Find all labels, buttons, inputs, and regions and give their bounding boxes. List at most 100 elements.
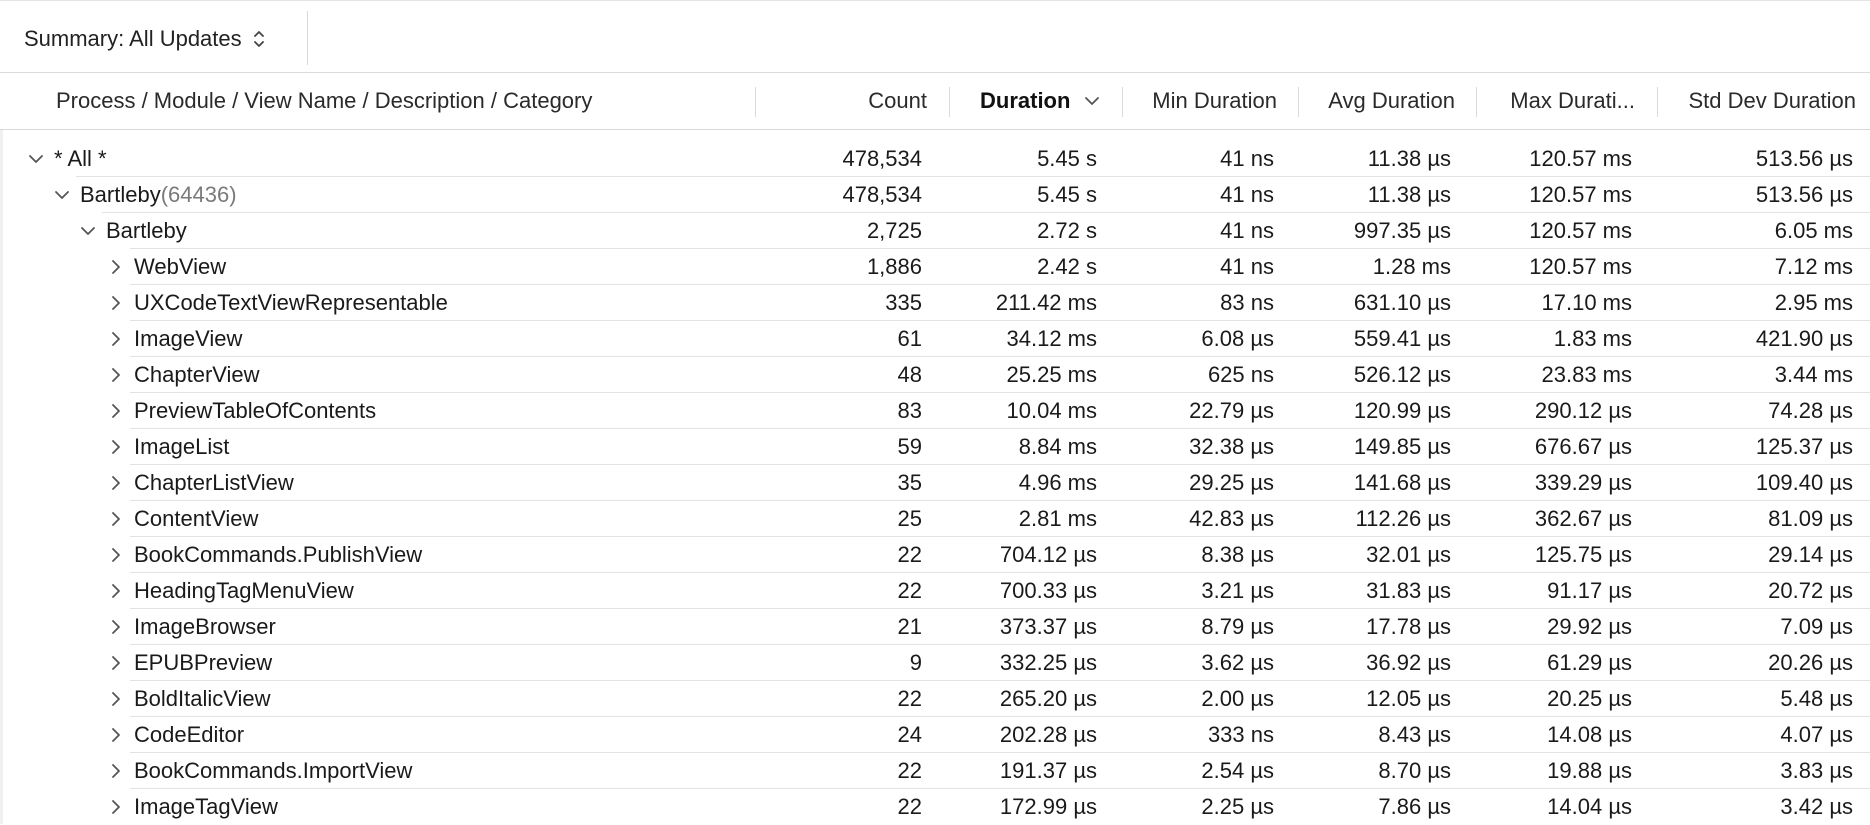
- row-name: ContentView: [134, 506, 259, 531]
- min-duration-cell: 625 ns: [1207, 362, 1274, 387]
- std-dev-duration-cell: 7.12 ms: [1774, 254, 1853, 279]
- avg-duration-cell: 526.12 µs: [1353, 362, 1451, 387]
- outline-row[interactable]: BoldItalicView 22 265.20 µs 2.00 µs 12.05 µs…: [0, 680, 1870, 717]
- outline-row[interactable]: ImageTagView 22 172.99 µs 2.25 µs 7.86 µs 14.…: [0, 788, 1870, 825]
- max-duration-cell: 91.17 µs: [1547, 578, 1632, 603]
- row-name-cell: ChapterView: [106, 357, 260, 393]
- column-header-duration[interactable]: Duration: [980, 73, 1120, 129]
- row-separator: [102, 212, 1870, 213]
- outline-row[interactable]: ImageView 61 34.12 ms 6.08 µs 559.41 µs 1.83 …: [0, 320, 1870, 357]
- disclosure-chevron-right-icon[interactable]: [106, 257, 126, 277]
- disclosure-chevron-right-icon[interactable]: [106, 653, 126, 673]
- max-duration-cell: 19.88 µs: [1547, 758, 1632, 783]
- outline-row[interactable]: ChapterListView 35 4.96 ms 29.25 µs 141.68 µ…: [0, 464, 1870, 501]
- outline-row[interactable]: PreviewTableOfContents 83 10.04 ms 22.79 µs…: [0, 392, 1870, 429]
- outline-row[interactable]: ImageList 59 8.84 ms 32.38 µs 149.85 µs 676.6…: [0, 428, 1870, 465]
- min-duration-cell: 41 ns: [1220, 146, 1274, 171]
- outline-row[interactable]: * All * 478,534 5.45 s 41 ns 11.38 µs 120.57 …: [0, 141, 1870, 177]
- outline-row[interactable]: BookCommands.PublishView 22 704.12 µs 8.38 …: [0, 536, 1870, 573]
- std-dev-duration-cell: 20.72 µs: [1768, 578, 1853, 603]
- disclosure-chevron-down-icon[interactable]: [26, 149, 46, 169]
- column-separator[interactable]: [1657, 87, 1658, 117]
- disclosure-chevron-right-icon[interactable]: [106, 293, 126, 313]
- disclosure-chevron-right-icon[interactable]: [106, 617, 126, 637]
- disclosure-chevron-right-icon[interactable]: [106, 725, 126, 745]
- avg-duration-cell: 1.28 ms: [1372, 254, 1451, 279]
- column-separator[interactable]: [755, 87, 756, 117]
- disclosure-chevron-right-icon[interactable]: [106, 401, 126, 421]
- duration-cell: 8.84 ms: [1018, 434, 1097, 459]
- row-name-cell: ImageBrowser: [106, 609, 276, 645]
- count-cell: 478,534: [842, 146, 922, 171]
- column-header-count[interactable]: Count: [760, 73, 927, 129]
- disclosure-chevron-right-icon[interactable]: [106, 473, 126, 493]
- row-name: CodeEditor: [134, 722, 245, 747]
- count-cell: 335: [885, 290, 922, 315]
- row-name-cell: BookCommands.PublishView: [106, 537, 422, 573]
- max-duration-cell: 120.57 ms: [1529, 182, 1632, 207]
- min-duration-cell: 3.21 µs: [1201, 578, 1274, 603]
- process-id: (64436): [160, 182, 237, 207]
- outline-row[interactable]: UXCodeTextViewRepresentable 335 211.42 ms 8…: [0, 284, 1870, 321]
- outline-row[interactable]: EPUBPreview 9 332.25 µs 3.62 µs 36.92 µs 61.2…: [0, 644, 1870, 681]
- outline-row[interactable]: WebView 1,886 2.42 s 41 ns 1.28 ms 120.57 ms 7…: [0, 248, 1870, 285]
- outline-row[interactable]: Bartleby 2,725 2.72 s 41 ns 997.35 µs 120.57 …: [0, 212, 1870, 249]
- min-duration-cell: 333 ns: [1207, 722, 1274, 747]
- duration-cell: 265.20 µs: [999, 686, 1097, 711]
- row-name: PreviewTableOfContents: [134, 398, 377, 423]
- count-cell: 478,534: [842, 182, 922, 207]
- column-separator[interactable]: [1298, 87, 1299, 117]
- count-cell: 22: [897, 794, 922, 819]
- disclosure-chevron-right-icon[interactable]: [106, 437, 126, 457]
- column-separator[interactable]: [1122, 87, 1123, 117]
- row-name: ImageView: [134, 326, 243, 351]
- row-name: BookCommands.ImportView: [134, 758, 413, 783]
- std-dev-duration-cell: 5.48 µs: [1780, 686, 1853, 711]
- row-name-cell: HeadingTagMenuView: [106, 573, 354, 609]
- column-header-avg-duration[interactable]: Avg Duration: [1305, 73, 1455, 129]
- outline-row[interactable]: CodeEditor 24 202.28 µs 333 ns 8.43 µs 14.08 …: [0, 716, 1870, 753]
- column-header-std-dev-duration[interactable]: Std Dev Duration: [1665, 73, 1856, 129]
- row-name: UXCodeTextViewRepresentable: [134, 290, 448, 315]
- row-name: ImageTagView: [134, 794, 278, 819]
- disclosure-chevron-right-icon[interactable]: [106, 545, 126, 565]
- disclosure-chevron-right-icon[interactable]: [106, 509, 126, 529]
- row-separator: [130, 248, 1870, 249]
- row-name-cell: UXCodeTextViewRepresentable: [106, 285, 448, 321]
- outline-row[interactable]: ContentView 25 2.81 ms 42.83 µs 112.26 µs 362…: [0, 500, 1870, 537]
- disclosure-chevron-down-icon[interactable]: [52, 185, 72, 205]
- count-cell: 2,725: [866, 218, 922, 243]
- disclosure-chevron-down-icon[interactable]: [78, 221, 98, 241]
- disclosure-chevron-right-icon[interactable]: [106, 365, 126, 385]
- outline-row[interactable]: BookCommands.ImportView 22 191.37 µs 2.54 µ…: [0, 752, 1870, 789]
- row-name: Bartleby: [80, 182, 161, 207]
- avg-duration-cell: 12.05 µs: [1366, 686, 1451, 711]
- disclosure-chevron-right-icon[interactable]: [106, 581, 126, 601]
- max-duration-cell: 29.92 µs: [1547, 614, 1632, 639]
- summary-popup-button[interactable]: Summary: All Updates: [24, 21, 266, 57]
- sort-descending-icon: [1085, 97, 1100, 105]
- row-separator: [130, 788, 1870, 789]
- disclosure-chevron-right-icon[interactable]: [106, 689, 126, 709]
- column-header-min-duration[interactable]: Min Duration: [1130, 73, 1277, 129]
- outline-row[interactable]: Bartleby (64436) 478,534 5.45 s 41 ns 11.38 …: [0, 176, 1870, 213]
- row-separator: [130, 320, 1870, 321]
- column-separator[interactable]: [949, 87, 950, 117]
- outline-row[interactable]: ImageBrowser 21 373.37 µs 8.79 µs 17.78 µs 29…: [0, 608, 1870, 645]
- column-header-name[interactable]: Process / Module / View Name / Descripti…: [56, 73, 746, 129]
- column-separator[interactable]: [1476, 87, 1477, 117]
- outline-row[interactable]: HeadingTagMenuView 22 700.33 µs 3.21 µs 31.8…: [0, 572, 1870, 609]
- duration-cell: 191.37 µs: [999, 758, 1097, 783]
- disclosure-chevron-right-icon[interactable]: [106, 761, 126, 781]
- duration-cell: 332.25 µs: [999, 650, 1097, 675]
- duration-cell: 373.37 µs: [999, 614, 1097, 639]
- row-name-cell: ContentView: [106, 501, 258, 537]
- min-duration-cell: 8.79 µs: [1201, 614, 1274, 639]
- count-cell: 22: [897, 758, 922, 783]
- row-name-cell: WebView: [106, 249, 226, 285]
- outline-row[interactable]: ChapterView 48 25.25 ms 625 ns 526.12 µs 23.8…: [0, 356, 1870, 393]
- column-header-max-duration[interactable]: Max Durati...: [1480, 73, 1635, 129]
- disclosure-chevron-right-icon[interactable]: [106, 797, 126, 817]
- duration-cell: 5.45 s: [1037, 146, 1097, 171]
- disclosure-chevron-right-icon[interactable]: [106, 329, 126, 349]
